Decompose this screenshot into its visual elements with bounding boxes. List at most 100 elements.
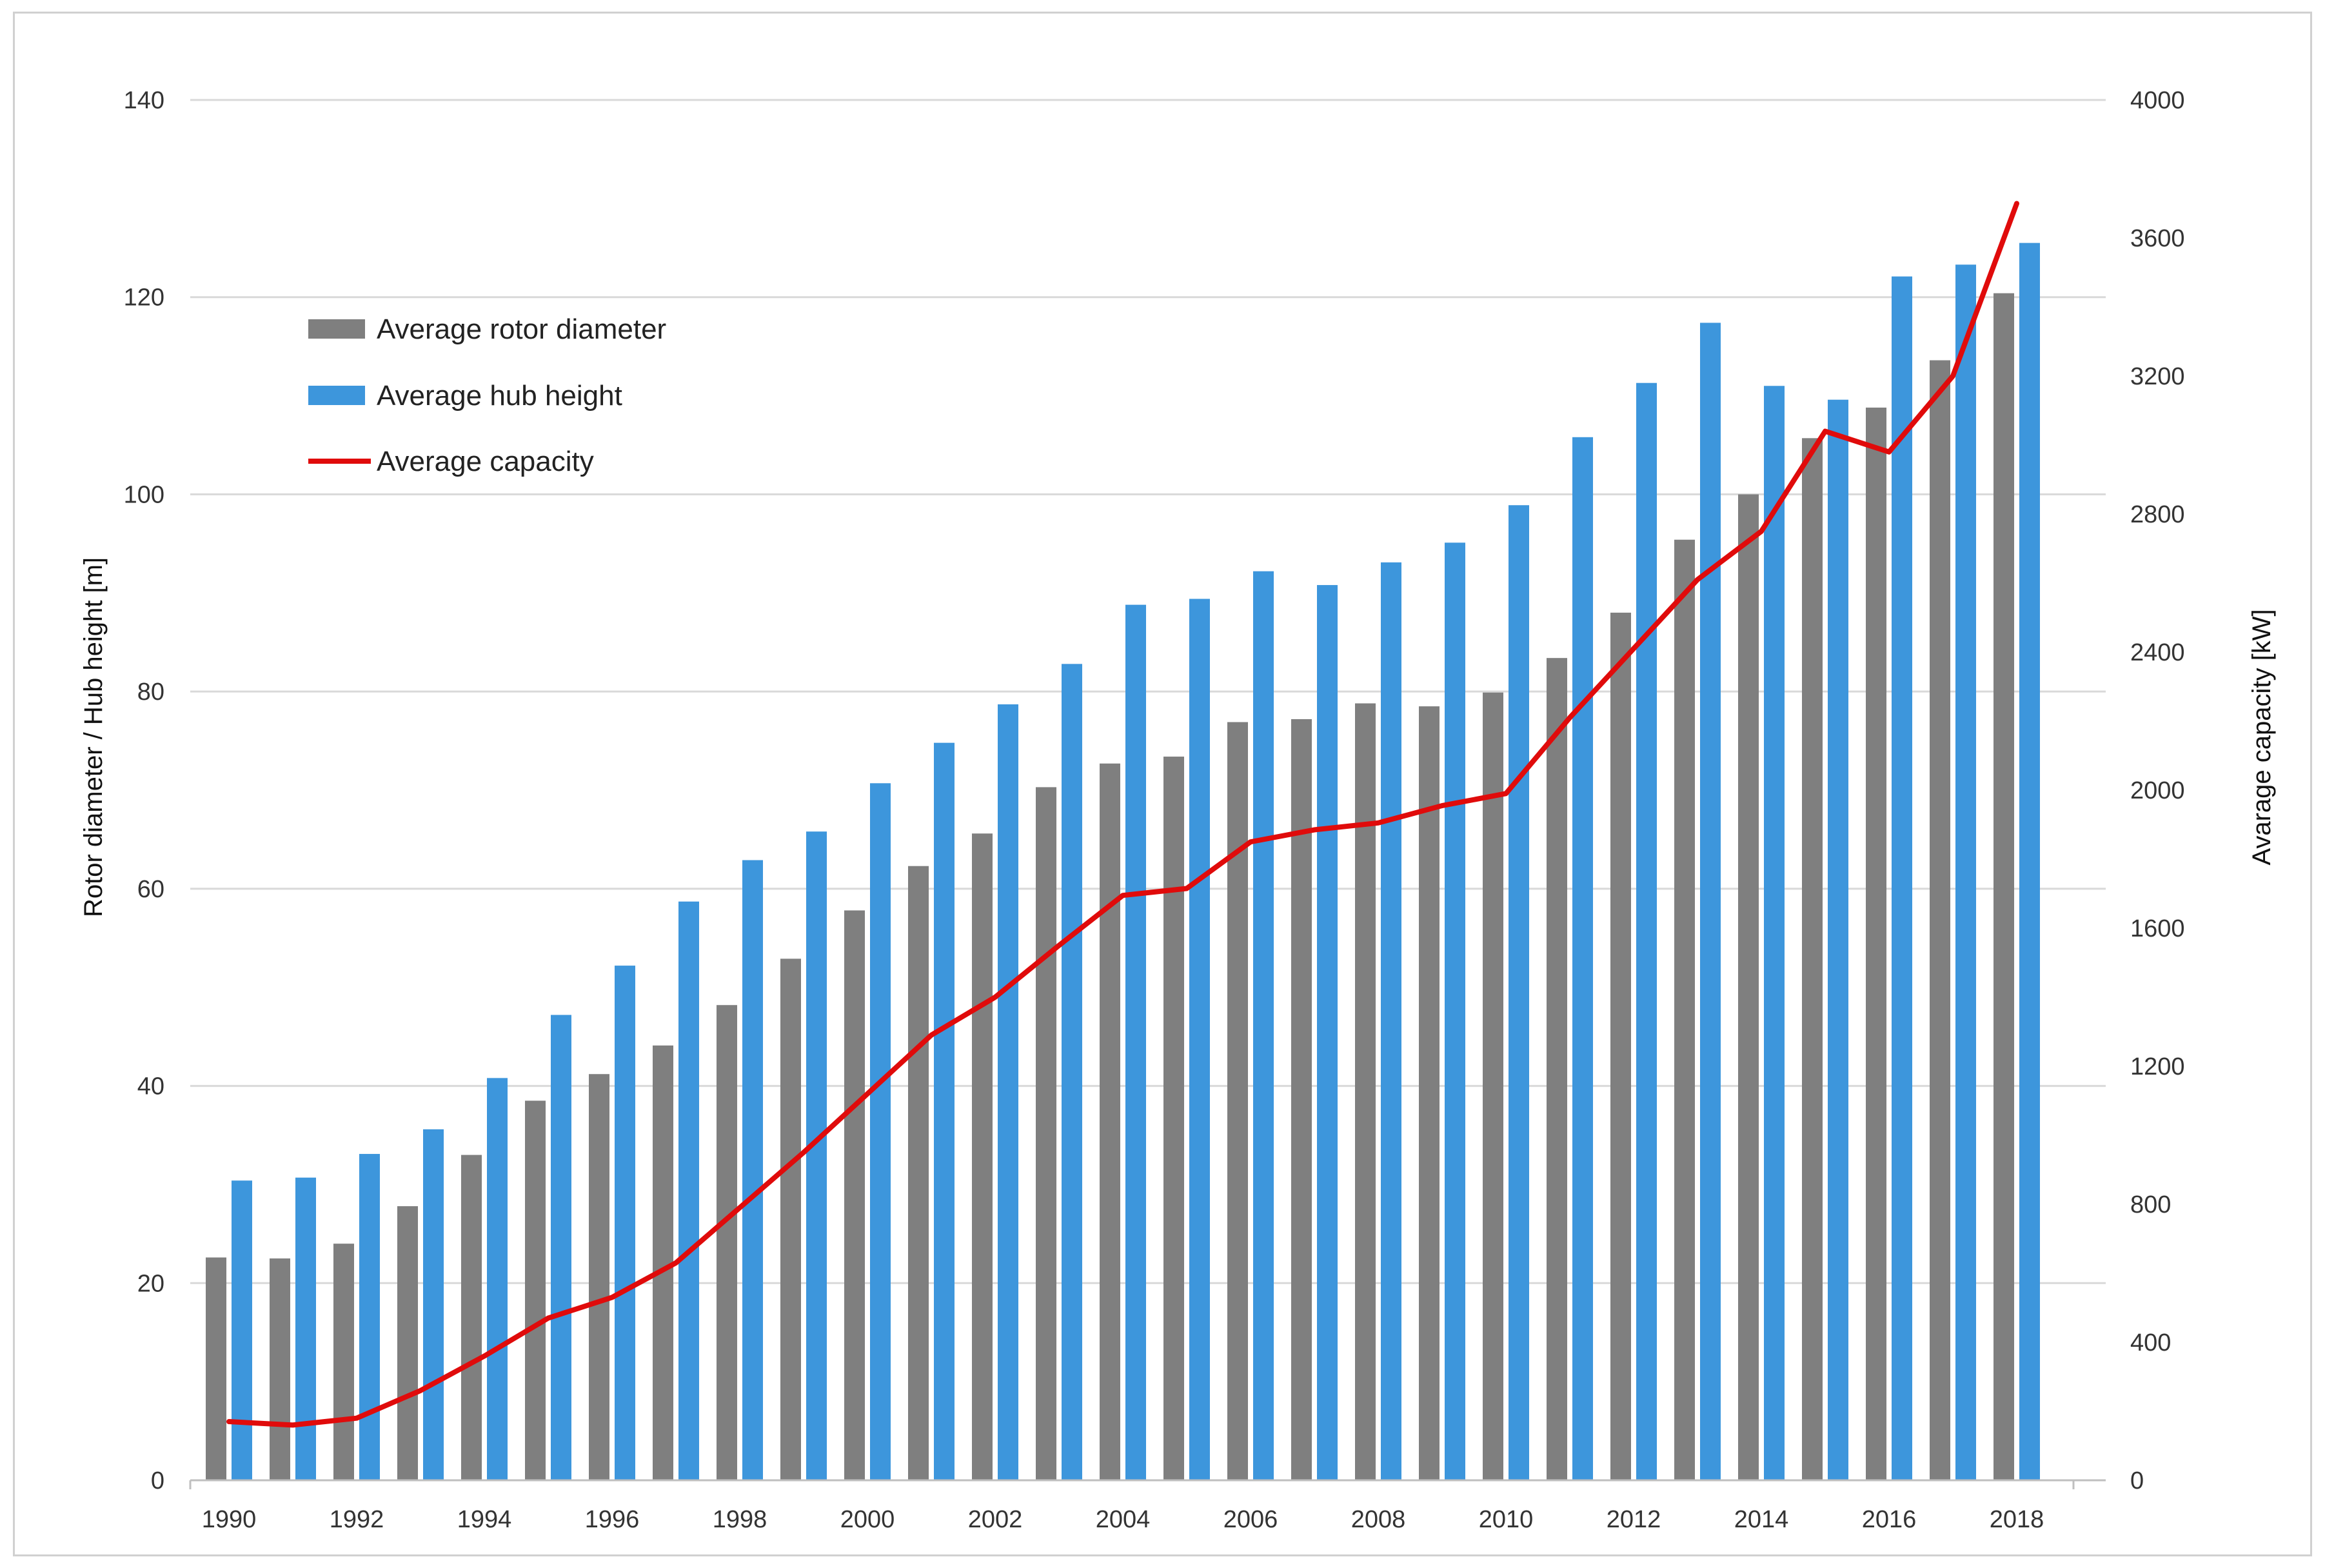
bar-hub-height-2009 — [1445, 542, 1465, 1480]
bar-rotor-diameter-1999 — [780, 958, 801, 1480]
bar-hub-height-1994 — [487, 1078, 508, 1480]
bar-rotor-diameter-1996 — [589, 1074, 609, 1480]
bar-rotor-diameter-2002 — [972, 833, 993, 1480]
right-tick-label-400: 400 — [2130, 1329, 2171, 1356]
bar-rotor-diameter-2014 — [1738, 494, 1759, 1480]
bar-rotor-diameter-2011 — [1547, 658, 1567, 1481]
x-tick-label-1996: 1996 — [585, 1506, 640, 1533]
bar-rotor-diameter-2008 — [1355, 703, 1376, 1480]
capacity-point-2012 — [1632, 647, 1635, 650]
capacity-point-1994 — [483, 1355, 486, 1358]
gridlines — [190, 99, 2106, 1284]
capacity-point-1995 — [547, 1316, 549, 1320]
capacity-point-2003 — [1058, 944, 1060, 947]
capacity-point-2006 — [1249, 840, 1252, 844]
capacity-point-2010 — [1505, 792, 1507, 795]
bar-hub-height-1991 — [295, 1177, 316, 1480]
bar-hub-height-1990 — [232, 1180, 252, 1480]
bar-hub-height-2014 — [1764, 386, 1785, 1481]
bar-hub-height-1997 — [678, 901, 699, 1480]
legend-label-hub-height: Average hub height — [377, 380, 622, 412]
bar-hub-height-2016 — [1892, 276, 1912, 1481]
bar-hub-height-2008 — [1381, 562, 1401, 1480]
right-tick-label-0: 0 — [2130, 1467, 2144, 1494]
x-tick-label-1992: 1992 — [330, 1506, 384, 1533]
capacity-point-1992 — [355, 1416, 358, 1420]
legend-swatch-hub-height — [308, 386, 365, 405]
right-tick-label-3200: 3200 — [2130, 363, 2185, 390]
bar-hub-height-2006 — [1253, 571, 1274, 1480]
bar-hub-height-1998 — [742, 860, 763, 1480]
x-tick-label-2008: 2008 — [1351, 1506, 1406, 1533]
bar-rotor-diameter-2004 — [1100, 763, 1120, 1480]
bar-hub-height-2003 — [1062, 664, 1082, 1480]
legend: Average rotor diameter Average hub heigh… — [308, 313, 666, 477]
capacity-point-2013 — [1696, 578, 1699, 581]
capacity-point-2018 — [2015, 202, 2018, 205]
x-axis-ticks: 1990 1992 1994 1996 1998 2000 2002 2004 2006 2008… — [202, 1506, 2044, 1533]
bar-rotor-diameter-1992 — [333, 1244, 354, 1480]
bar-hub-height-2004 — [1125, 604, 1146, 1480]
axes — [189, 1479, 2106, 1489]
legend-label-capacity: Average capacity — [377, 446, 594, 477]
left-tick-label-60: 60 — [137, 876, 164, 903]
capacity-point-2008 — [1377, 821, 1380, 824]
capacity-point-1996 — [611, 1296, 613, 1299]
chart-frame — [13, 12, 2312, 1556]
capacity-point-1999 — [802, 1151, 805, 1154]
capacity-point-1991 — [292, 1424, 294, 1427]
bar-hub-height-2001 — [934, 742, 955, 1480]
x-tick-label-2016: 2016 — [1862, 1506, 1917, 1533]
capacity-point-2005 — [1185, 887, 1188, 890]
legend-label-rotor-diameter: Average rotor diameter — [377, 313, 666, 345]
bar-rotor-diameter-1990 — [206, 1257, 226, 1480]
capacity-point-1990 — [228, 1420, 230, 1424]
x-tick-label-1998: 1998 — [713, 1506, 767, 1533]
bar-hub-height-2013 — [1700, 323, 1721, 1480]
left-axis-title: Rotor diameter / Hub height [m] — [79, 557, 108, 917]
capacity-line-group — [226, 201, 2019, 1428]
capacity-point-2002 — [994, 996, 996, 998]
right-tick-label-800: 800 — [2130, 1191, 2171, 1218]
bar-rotor-diameter-1993 — [397, 1206, 418, 1480]
bars — [206, 243, 2040, 1481]
bar-hub-height-1992 — [359, 1154, 380, 1480]
right-tick-label-2000: 2000 — [2130, 777, 2185, 804]
legend-swatch-rotor-diameter — [308, 319, 365, 339]
right-tick-label-1600: 1600 — [2130, 915, 2185, 942]
left-tick-label-80: 80 — [137, 679, 164, 706]
bar-hub-height-1993 — [423, 1129, 444, 1480]
bar-hub-height-2015 — [1828, 399, 1848, 1480]
right-tick-label-3600: 3600 — [2130, 225, 2185, 252]
x-tick-label-2010: 2010 — [1479, 1506, 1534, 1533]
capacity-point-1993 — [419, 1389, 422, 1392]
left-tick-label-40: 40 — [137, 1073, 164, 1100]
x-tick-label-2006: 2006 — [1223, 1506, 1278, 1533]
x-tick-label-1994: 1994 — [457, 1506, 512, 1533]
capacity-point-2014 — [1760, 530, 1763, 533]
bar-rotor-diameter-1991 — [270, 1258, 290, 1480]
bar-rotor-diameter-2000 — [844, 910, 865, 1480]
capacity-point-2004 — [1122, 894, 1124, 897]
bar-rotor-diameter-2012 — [1610, 612, 1631, 1480]
bar-hub-height-2007 — [1317, 585, 1338, 1480]
bar-hub-height-1995 — [551, 1015, 571, 1480]
bar-hub-height-2017 — [1955, 264, 1976, 1480]
capacity-point-2007 — [1313, 828, 1316, 831]
capacity-point-2011 — [1568, 716, 1571, 719]
capacity-point-2015 — [1824, 430, 1826, 433]
capacity-point-2000 — [866, 1092, 869, 1095]
bar-rotor-diameter-2018 — [1994, 293, 2014, 1481]
capacity-point-1998 — [738, 1206, 741, 1209]
bar-hub-height-2010 — [1509, 505, 1529, 1480]
bar-rotor-diameter-2001 — [908, 866, 929, 1480]
bar-rotor-diameter-1995 — [525, 1100, 546, 1480]
bar-hub-height-1996 — [615, 966, 635, 1480]
bar-rotor-diameter-2015 — [1802, 438, 1823, 1480]
right-tick-label-4000: 4000 — [2130, 87, 2185, 114]
bar-hub-height-2012 — [1636, 382, 1657, 1481]
left-tick-label-0: 0 — [151, 1467, 164, 1494]
bar-rotor-diameter-2016 — [1866, 407, 1886, 1480]
bar-rotor-diameter-2005 — [1163, 757, 1184, 1480]
